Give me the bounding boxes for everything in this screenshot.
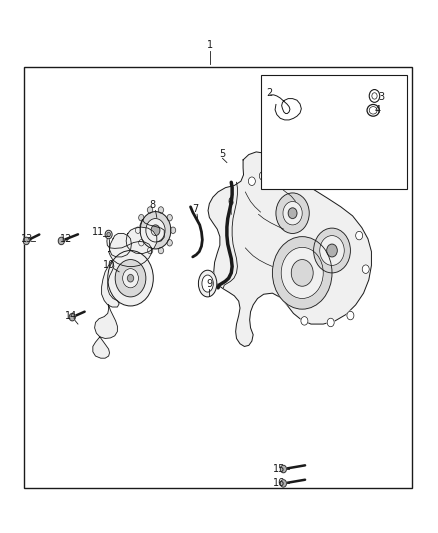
Circle shape — [248, 177, 255, 185]
Text: 15: 15 — [273, 464, 286, 474]
Circle shape — [158, 207, 163, 213]
Circle shape — [276, 193, 309, 233]
Ellipse shape — [202, 275, 213, 292]
Polygon shape — [95, 305, 117, 338]
Circle shape — [167, 240, 172, 246]
Text: 2: 2 — [266, 88, 272, 98]
Circle shape — [320, 236, 344, 265]
Polygon shape — [126, 227, 157, 254]
Polygon shape — [107, 235, 152, 266]
Circle shape — [58, 237, 64, 245]
Text: 4: 4 — [374, 106, 381, 115]
Text: 14: 14 — [65, 311, 78, 320]
Circle shape — [362, 265, 369, 273]
Ellipse shape — [198, 270, 217, 297]
Bar — [24, 67, 412, 488]
Circle shape — [135, 227, 141, 233]
Polygon shape — [93, 337, 110, 358]
Circle shape — [127, 274, 134, 282]
Circle shape — [272, 237, 332, 309]
Circle shape — [115, 260, 146, 297]
Polygon shape — [102, 261, 119, 307]
Circle shape — [283, 201, 302, 225]
Circle shape — [151, 225, 160, 236]
Text: 12: 12 — [60, 234, 73, 244]
Text: 16: 16 — [273, 479, 286, 488]
Circle shape — [281, 247, 323, 298]
Circle shape — [356, 231, 363, 240]
Text: 7: 7 — [192, 204, 198, 214]
Circle shape — [105, 230, 112, 239]
Circle shape — [167, 214, 172, 221]
Polygon shape — [139, 220, 164, 243]
Circle shape — [327, 244, 337, 257]
Text: 9: 9 — [206, 279, 212, 288]
Circle shape — [107, 232, 110, 237]
Circle shape — [139, 240, 144, 246]
Circle shape — [148, 207, 153, 213]
Text: 1: 1 — [207, 41, 213, 50]
Circle shape — [170, 227, 176, 233]
Text: 5: 5 — [219, 149, 226, 158]
Circle shape — [259, 172, 266, 180]
Circle shape — [23, 237, 29, 245]
Polygon shape — [208, 152, 371, 346]
Circle shape — [280, 480, 286, 487]
Circle shape — [148, 247, 153, 254]
Polygon shape — [110, 233, 131, 257]
Text: 10: 10 — [102, 261, 115, 270]
Circle shape — [140, 212, 171, 249]
Circle shape — [146, 219, 165, 242]
Text: 3: 3 — [378, 92, 384, 102]
Circle shape — [291, 260, 313, 286]
Text: 8: 8 — [149, 200, 155, 210]
Text: 6: 6 — [228, 197, 234, 207]
Circle shape — [314, 228, 350, 273]
Circle shape — [301, 317, 308, 325]
Text: 13: 13 — [21, 234, 33, 244]
Circle shape — [327, 318, 334, 327]
Circle shape — [69, 313, 75, 321]
Circle shape — [123, 269, 138, 288]
Circle shape — [347, 311, 354, 320]
Circle shape — [272, 173, 279, 181]
Circle shape — [288, 208, 297, 219]
Circle shape — [280, 465, 286, 473]
Text: 11: 11 — [92, 227, 105, 237]
Circle shape — [139, 214, 144, 221]
Circle shape — [158, 247, 163, 254]
Bar — [261, 75, 407, 189]
Circle shape — [108, 251, 153, 306]
